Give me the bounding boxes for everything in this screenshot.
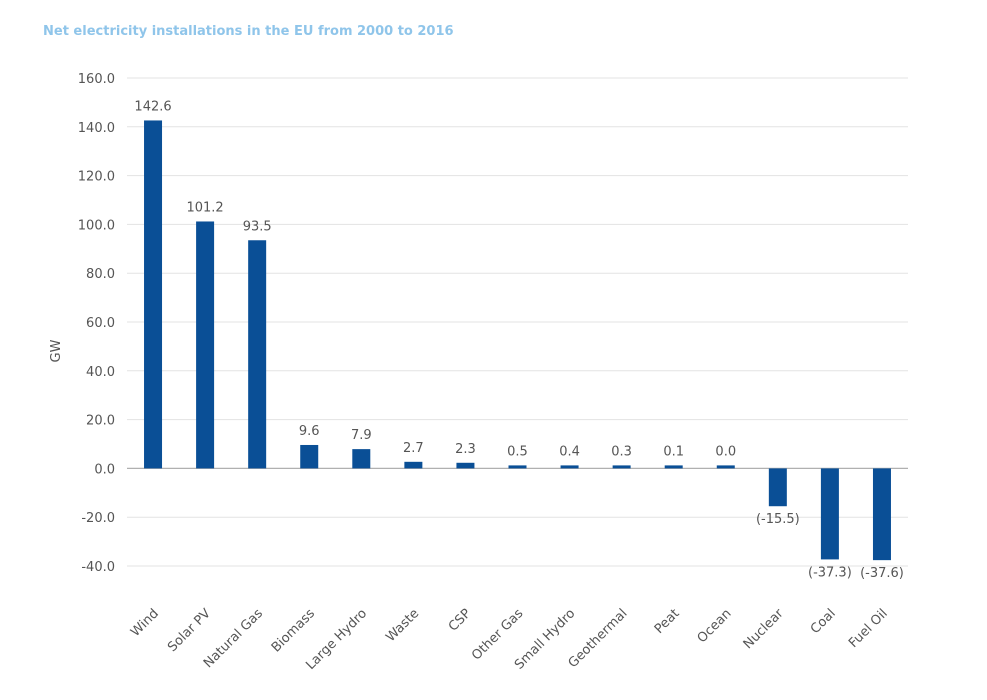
bar-waste	[404, 461, 423, 469]
data-label: 101.2	[186, 200, 223, 215]
data-label: 0.4	[559, 444, 580, 459]
y-axis-label: GW	[49, 339, 64, 362]
bar-solar-pv	[196, 221, 215, 469]
bar-coal	[820, 468, 839, 560]
bar-small-hydro	[560, 465, 579, 469]
x-category-label: Wind	[128, 606, 162, 640]
data-label: 142.6	[134, 99, 171, 114]
bar-fuel-oil	[872, 468, 891, 561]
bar-other-gas	[508, 465, 527, 469]
data-label: (-37.3)	[808, 565, 852, 580]
data-label: (-37.6)	[860, 566, 904, 581]
data-label: 2.7	[403, 441, 424, 456]
x-category-label: Ocean	[695, 606, 735, 646]
bar-wind	[144, 120, 163, 469]
bar-geothermal	[612, 465, 631, 469]
data-label: 0.3	[611, 444, 632, 459]
data-labels: 142.6 101.2 93.5 9.6 7.9 2.7 2.3 0.5 0.4 0.3 0.1 0.…	[134, 99, 903, 581]
bar-csp	[456, 462, 475, 469]
x-category-label: Biomass	[269, 606, 318, 655]
y-tick-label: 80.0	[86, 267, 115, 282]
x-category-label: Waste	[383, 606, 422, 645]
bar-nuclear	[768, 468, 787, 507]
data-label: 0.1	[663, 444, 684, 459]
bar-ocean	[716, 465, 735, 469]
bar-peat	[664, 465, 683, 469]
x-category-label: Fuel Oil	[846, 606, 891, 651]
y-tick-label: 40.0	[86, 365, 115, 380]
y-tick-label: 140.0	[78, 121, 115, 136]
y-tick-label: 100.0	[78, 218, 115, 233]
x-category-label: Nuclear	[741, 606, 787, 652]
y-tick-label: -40.0	[81, 560, 115, 575]
bar-biomass	[300, 444, 319, 469]
chart-title: Net electricity installations in the EU …	[43, 24, 454, 39]
y-tick-label: 160.0	[78, 72, 115, 87]
y-axis-ticks: 160.0 140.0 120.0 100.0 80.0 60.0 40.0 20.0 0.0 -…	[78, 72, 115, 575]
bar-large-hydro	[352, 449, 371, 469]
data-label: 0.0	[715, 444, 736, 459]
x-category-label: Solar PV	[165, 606, 214, 655]
data-label: 93.5	[243, 219, 272, 234]
x-category-label: Coal	[808, 606, 839, 637]
data-label: 9.6	[299, 424, 320, 439]
x-category-label: CSP	[446, 606, 475, 635]
data-label: (-15.5)	[756, 512, 800, 527]
x-category-label: Peat	[652, 606, 683, 637]
y-tick-label: 20.0	[86, 414, 115, 429]
y-tick-label: 120.0	[78, 170, 115, 185]
bar-natural-gas	[248, 240, 267, 469]
data-label: 7.9	[351, 428, 372, 443]
y-tick-label: 0.0	[94, 462, 115, 477]
bars	[144, 120, 891, 561]
grid-lines	[127, 77, 908, 567]
y-tick-label: 60.0	[86, 316, 115, 331]
data-label: 0.5	[507, 444, 528, 459]
y-tick-label: -20.0	[81, 511, 115, 526]
data-label: 2.3	[455, 442, 476, 457]
